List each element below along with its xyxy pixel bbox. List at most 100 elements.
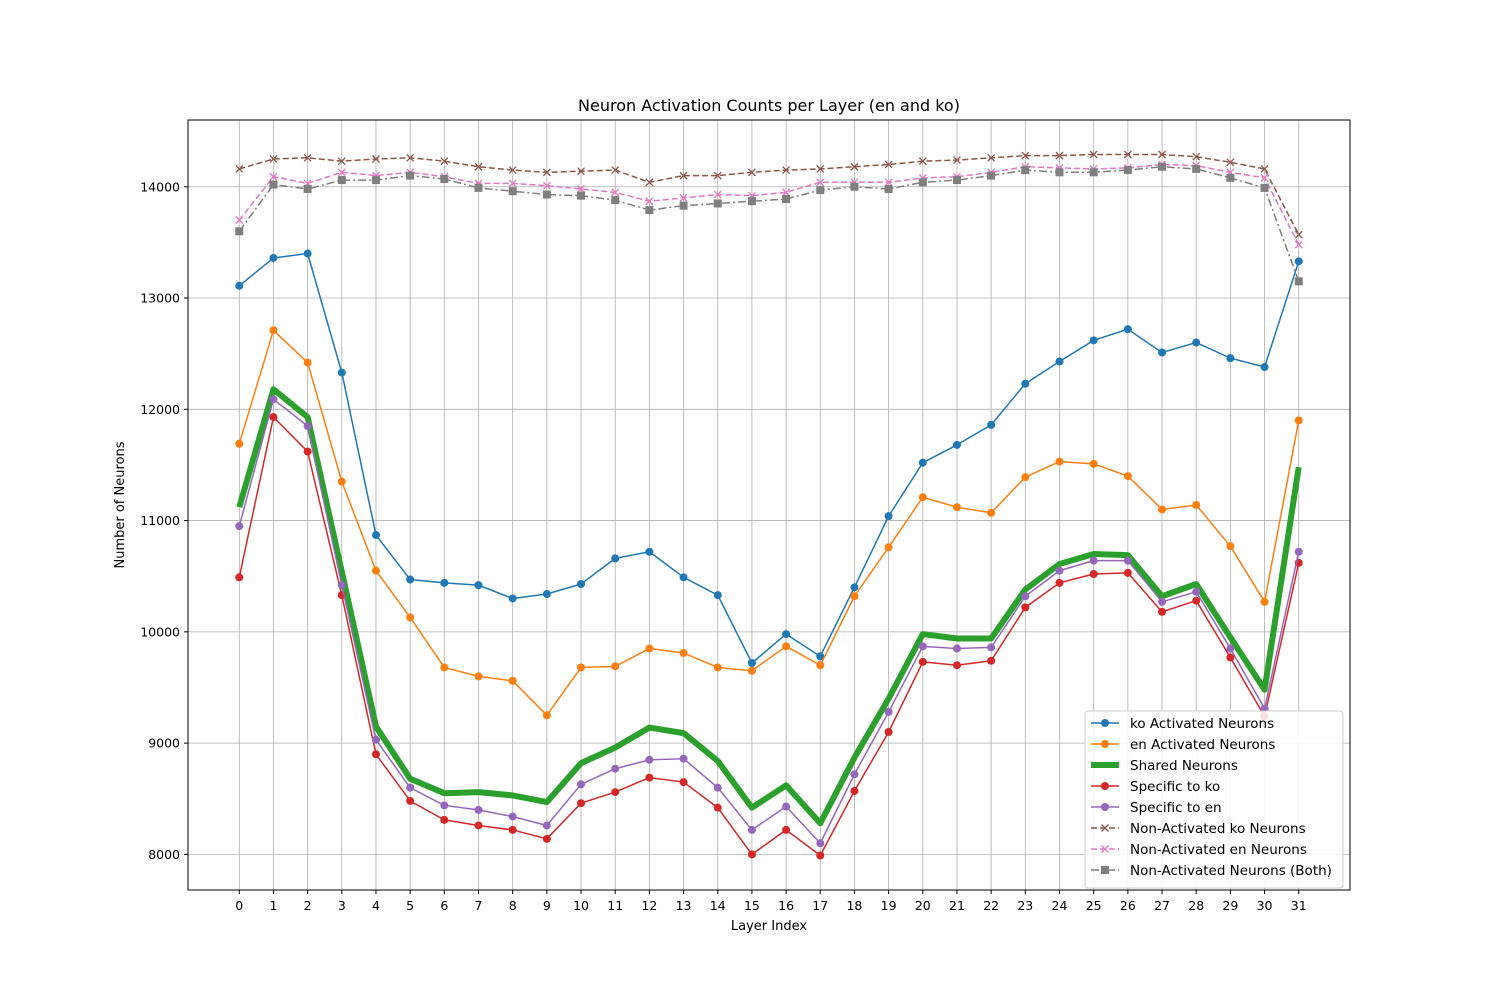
x-tick-label: 21 [949, 898, 965, 913]
x-tick-label: 2 [304, 898, 312, 913]
x-tick-label: 0 [235, 898, 243, 913]
data-point [748, 667, 756, 675]
data-point [304, 185, 312, 193]
data-point [816, 852, 824, 860]
data-point [269, 254, 277, 262]
data-point [1295, 548, 1303, 556]
series-6 [236, 151, 1302, 238]
data-point [235, 227, 243, 235]
data-point [782, 826, 790, 834]
data-point [611, 788, 619, 796]
x-tick-label: 4 [372, 898, 380, 913]
data-point [509, 826, 517, 834]
data-point [1056, 168, 1064, 176]
data-point [372, 176, 380, 184]
data-point [475, 806, 483, 814]
data-point [509, 677, 517, 685]
data-point [782, 642, 790, 650]
data-point [577, 780, 585, 788]
data-point [1056, 357, 1064, 365]
data-point [269, 413, 277, 421]
x-tick-label: 28 [1188, 898, 1204, 913]
data-point [543, 835, 551, 843]
series-2 [235, 326, 1302, 719]
x-tick-label: 27 [1154, 898, 1170, 913]
x-tick-label: 24 [1052, 898, 1068, 913]
data-point [987, 421, 995, 429]
data-point [338, 369, 346, 377]
legend-label: Specific to ko [1130, 779, 1220, 795]
data-point [987, 643, 995, 651]
x-axis-label: Layer Index [731, 919, 807, 934]
x-tick-label: 17 [812, 898, 828, 913]
data-point [1226, 354, 1234, 362]
data-point [338, 478, 346, 486]
data-point [338, 176, 346, 184]
data-point [406, 172, 414, 180]
data-point [1021, 380, 1029, 388]
legend-label: Specific to en [1130, 800, 1222, 816]
data-point [714, 663, 722, 671]
data-point [372, 736, 380, 744]
data-point [1192, 501, 1200, 509]
data-point [611, 662, 619, 670]
data-point [1021, 166, 1029, 174]
x-tick-label: 16 [778, 898, 794, 913]
legend-marker [1101, 782, 1109, 790]
data-point [953, 503, 961, 511]
data-point [782, 195, 790, 203]
data-point [919, 178, 927, 186]
data-point [919, 459, 927, 467]
data-point [509, 594, 517, 602]
data-point [714, 591, 722, 599]
data-point [782, 803, 790, 811]
data-point [372, 531, 380, 539]
y-axis: 8000 9000 10000 11000 12000 13000 14000 [140, 179, 188, 862]
y-tick-label: 10000 [140, 624, 180, 639]
x-tick-label: 5 [406, 898, 414, 913]
data-point [1090, 570, 1098, 578]
data-point [1056, 579, 1064, 587]
data-point [885, 708, 893, 716]
data-point [304, 250, 312, 258]
data-point [304, 359, 312, 367]
legend-label: ko Activated Neurons [1130, 716, 1274, 732]
data-point [816, 839, 824, 847]
x-tick-label: 13 [676, 898, 692, 913]
data-point [645, 756, 653, 764]
x-axis: 0 1 2 3 4 5 6 7 8 9 10 11 12 13 14 15 16 17 18 19 20 21 22 23 24… [235, 890, 1306, 913]
x-tick-label: 20 [915, 898, 931, 913]
data-point [543, 590, 551, 598]
legend-marker [1101, 803, 1109, 811]
x-tick-label: 31 [1291, 898, 1307, 913]
data-point [714, 199, 722, 207]
data-point [406, 613, 414, 621]
data-point [269, 395, 277, 403]
x-tick-label: 12 [641, 898, 657, 913]
data-point [1124, 557, 1132, 565]
legend-label: en Activated Neurons [1130, 737, 1275, 753]
series-1 [235, 250, 1302, 667]
data-point [1192, 588, 1200, 596]
data-point [748, 826, 756, 834]
data-point [748, 850, 756, 858]
data-point [1124, 472, 1132, 480]
data-point [645, 645, 653, 653]
data-point [577, 580, 585, 588]
x-tick-label: 25 [1086, 898, 1102, 913]
legend-label: Non-Activated Neurons (Both) [1130, 863, 1332, 879]
data-point [577, 192, 585, 200]
data-point [953, 645, 961, 653]
data-point [543, 821, 551, 829]
data-point [440, 663, 448, 671]
x-tick-label: 14 [710, 898, 726, 913]
legend-label: Non-Activated ko Neurons [1130, 821, 1306, 837]
data-point [543, 711, 551, 719]
data-point [372, 567, 380, 575]
data-point [406, 797, 414, 805]
x-tick-label: 15 [744, 898, 760, 913]
series-8 [235, 163, 1302, 286]
data-point [1158, 608, 1166, 616]
data-point [1056, 458, 1064, 466]
